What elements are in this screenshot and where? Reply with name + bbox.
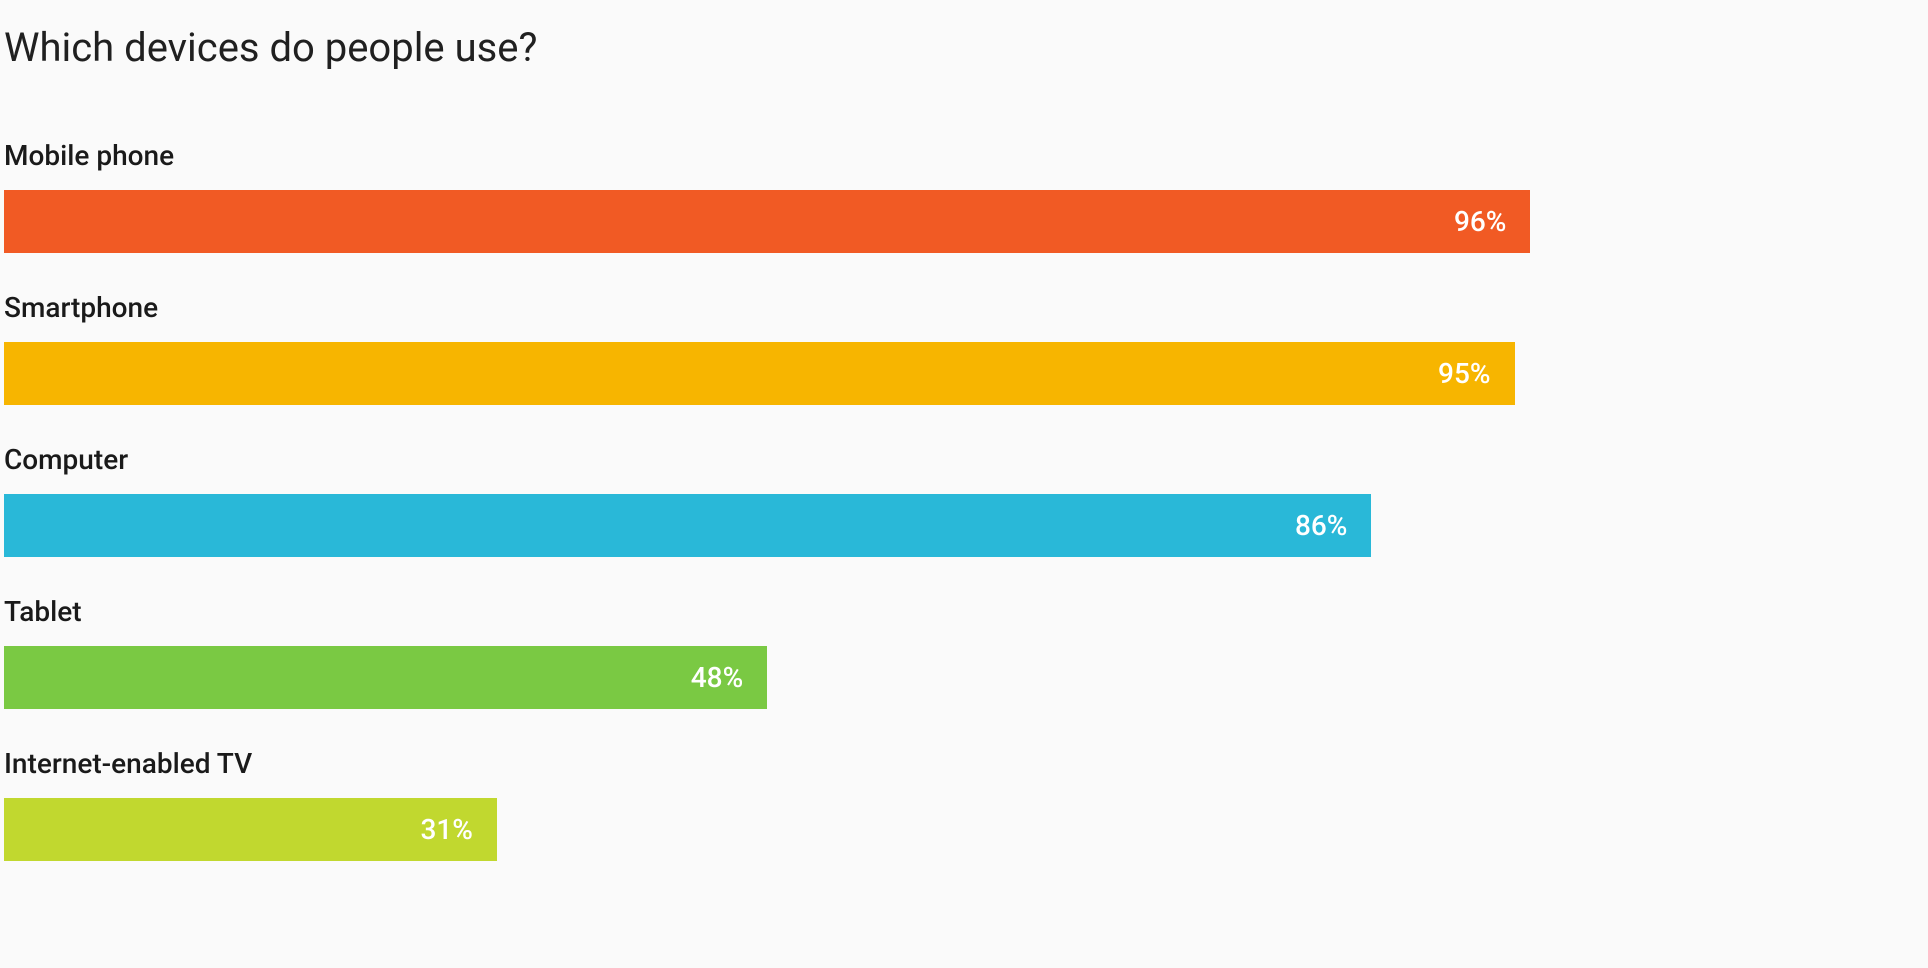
chart-container: Which devices do people use? Mobile phon… [0,0,1928,861]
bar-fill: 95% [4,342,1515,405]
bar-group: Tablet 48% [4,595,1924,709]
bar-track: 48% [4,646,1924,709]
bar-track: 86% [4,494,1924,557]
bar-value: 48% [691,661,743,694]
bar-label: Mobile phone [4,139,1924,172]
bar-group: Internet-enabled TV 31% [4,747,1924,861]
bar-label: Internet-enabled TV [4,747,1924,780]
bar-label: Computer [4,443,1924,476]
bar-fill: 96% [4,190,1530,253]
bar-value: 96% [1454,205,1506,238]
bar-track: 31% [4,798,1924,861]
bar-value: 86% [1295,509,1347,542]
bar-group: Computer 86% [4,443,1924,557]
bar-value: 31% [420,813,472,846]
bar-track: 96% [4,190,1924,253]
bar-label: Smartphone [4,291,1924,324]
bar-group: Smartphone 95% [4,291,1924,405]
bar-value: 95% [1438,357,1490,390]
bar-fill: 48% [4,646,767,709]
bar-label: Tablet [4,595,1924,628]
bar-track: 95% [4,342,1924,405]
chart-title: Which devices do people use? [4,24,1924,71]
bar-fill: 86% [4,494,1371,557]
bar-group: Mobile phone 96% [4,139,1924,253]
bar-fill: 31% [4,798,497,861]
